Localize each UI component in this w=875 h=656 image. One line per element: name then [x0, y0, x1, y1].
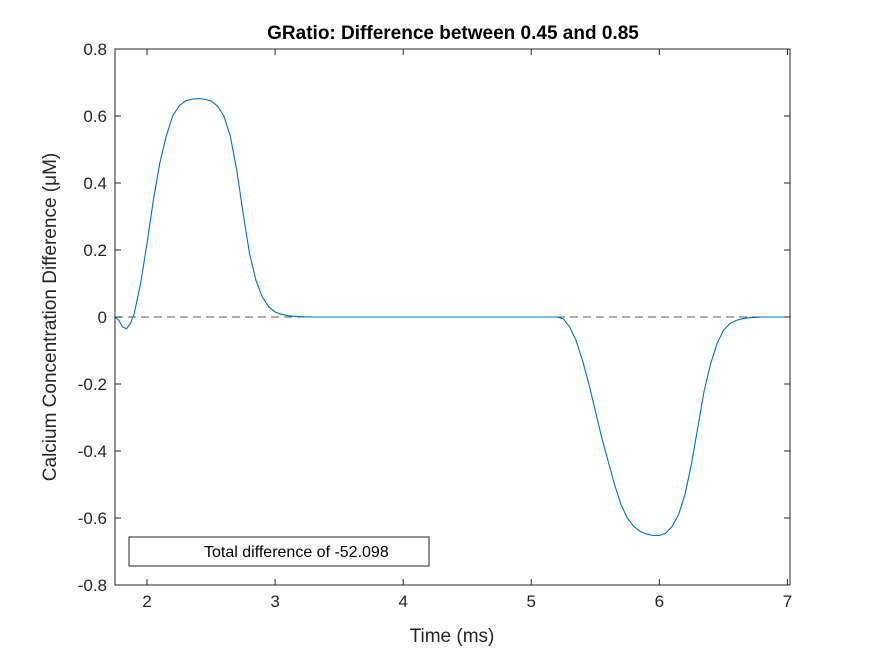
y-tick-label: 0.2 [83, 241, 107, 260]
x-tick-label: 3 [270, 592, 279, 611]
x-tick-label: 5 [527, 592, 536, 611]
plot-area [114, 48, 791, 586]
series-line [114, 98, 790, 536]
legend-entry: Total difference of -52.098 [204, 544, 389, 561]
legend-box [128, 536, 430, 567]
y-tick-label: 0.8 [83, 40, 107, 59]
y-tick-label: -0.8 [78, 576, 107, 595]
y-tick-label: 0 [98, 308, 107, 327]
y-axis-ticks: -0.8 -0.6 -0.4 -0.2 0 0.2 0.4 0.6 0.8 [78, 40, 790, 595]
y-tick-label: 0.6 [83, 107, 107, 126]
x-tick-label: 2 [142, 592, 151, 611]
y-tick-label: -0.4 [78, 442, 107, 461]
chart-title: GRatio: Difference between 0.45 and 0.85 [267, 23, 639, 44]
y-tick-label: 0.4 [83, 174, 107, 193]
legend: Total difference of -52.098 [128, 536, 430, 567]
y-axis-label: Calcium Concentration Difference (μM) [40, 153, 61, 481]
x-tick-label: 7 [783, 592, 792, 611]
x-tick-label: 4 [398, 592, 407, 611]
y-tick-label: -0.2 [78, 375, 107, 394]
x-axis-label: Time (ms) [410, 626, 495, 647]
y-tick-label: -0.6 [78, 509, 107, 528]
x-axis-ticks: 2 3 4 5 6 7 [142, 49, 792, 611]
x-tick-label: 6 [655, 592, 664, 611]
